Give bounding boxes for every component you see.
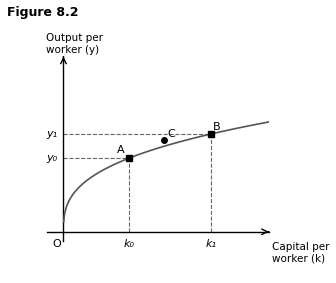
Text: k₀: k₀ bbox=[124, 239, 135, 249]
Text: O: O bbox=[53, 239, 61, 249]
Text: Capital per
worker (k): Capital per worker (k) bbox=[272, 242, 329, 264]
Text: Figure 8.2: Figure 8.2 bbox=[7, 6, 78, 19]
Text: y₁: y₁ bbox=[46, 129, 57, 139]
Text: C: C bbox=[168, 129, 175, 139]
Text: Output per
worker (y): Output per worker (y) bbox=[46, 33, 103, 55]
Text: y₀: y₀ bbox=[46, 153, 57, 163]
Text: k₁: k₁ bbox=[206, 239, 217, 249]
Text: B: B bbox=[213, 122, 221, 132]
Text: A: A bbox=[116, 145, 124, 155]
